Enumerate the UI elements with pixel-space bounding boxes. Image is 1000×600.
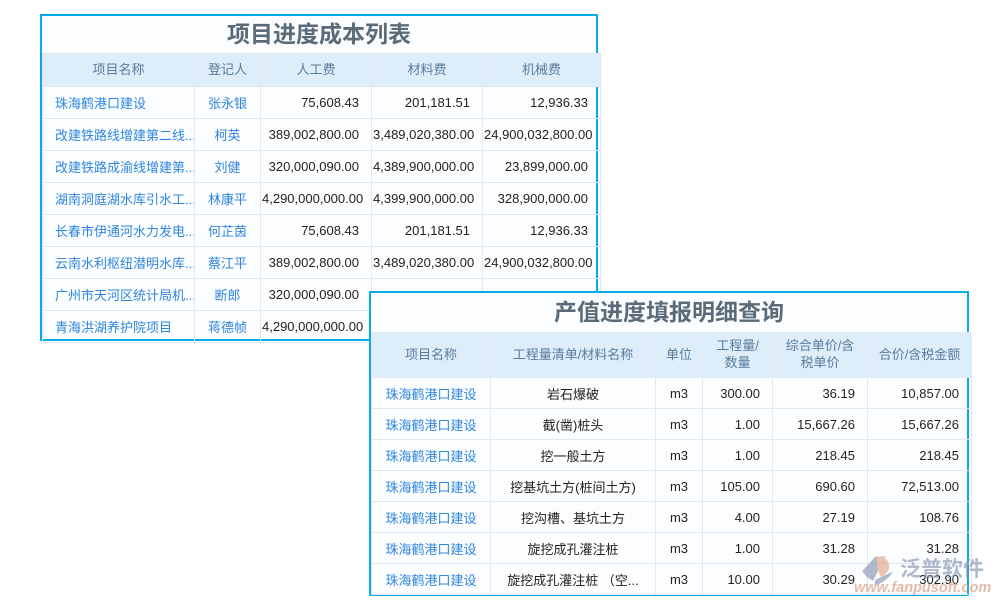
svg-text:www.fanpusoft.com: www.fanpusoft.com [854, 580, 991, 595]
svg-text:泛普软件: 泛普软件 [900, 558, 984, 581]
